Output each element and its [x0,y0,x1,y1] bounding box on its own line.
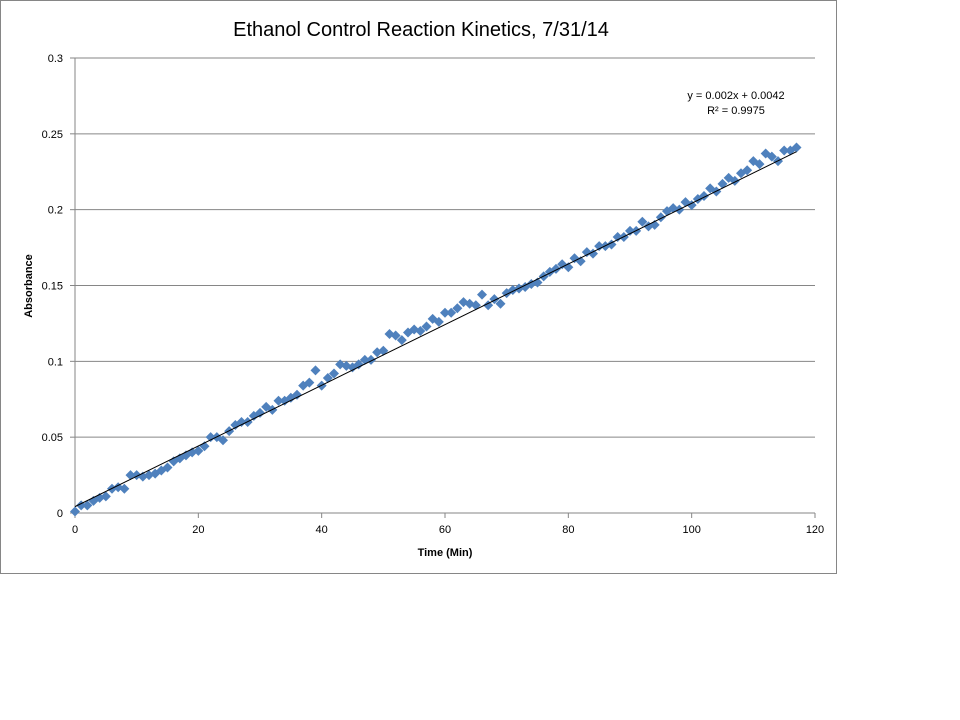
data-point [162,462,173,473]
x-tick-label: 120 [806,524,824,536]
data-point [742,165,753,176]
data-point [82,500,93,511]
data-point [446,307,457,318]
data-point [754,159,765,170]
x-tick-label: 60 [439,524,451,536]
chart-frame: Ethanol Control Reaction Kinetics, 7/31/… [0,0,837,574]
x-tick-label: 20 [192,524,204,536]
gridlines [75,57,815,438]
x-axis-ticks: 0 20 40 60 80 100 120 [72,513,824,536]
data-point [255,407,265,418]
data-point [304,377,315,388]
data-point [329,368,339,379]
data-point [717,178,728,189]
y-tick-label: 0 [57,508,63,520]
data-point [452,303,463,314]
y-tick-label: 0.15 [42,281,63,293]
data-point [779,145,790,156]
y-axis-ticks: 0 0.05 0.1 0.15 0.2 0.25 0.3 [42,53,75,520]
data-point [292,389,302,400]
y-tick-label: 0.3 [48,53,63,65]
data-point [353,359,364,370]
data-point [193,445,204,456]
data-point [70,506,80,517]
x-tick-label: 100 [682,524,700,536]
trendline-group [74,151,797,508]
data-point [396,335,407,346]
data-point [236,417,247,427]
y-tick-label: 0.05 [42,432,63,444]
data-point [594,241,605,252]
data-point [433,316,444,327]
trendline [74,151,797,508]
data-point [119,483,130,494]
data-point [248,410,259,421]
data-point [766,151,777,162]
data-point [440,307,450,318]
chart-title: Ethanol Control Reaction Kinetics, 7/31/… [233,19,609,41]
data-point [637,216,648,227]
data-point [625,225,635,236]
x-tick-label: 80 [562,524,574,536]
data-point [791,142,802,153]
trendline-r-squared: R² = 0.9975 [707,105,765,117]
y-tick-label: 0.2 [48,205,63,217]
x-tick-label: 40 [316,524,328,536]
trendline-equation: y = 0.002x + 0.0042 [687,90,784,102]
data-point [612,231,623,242]
x-tick-label: 0 [72,524,78,536]
y-tick-label: 0.1 [48,356,63,368]
x-axis-title: Time (Min) [418,547,473,559]
chart-svg: Ethanol Control Reaction Kinetics, 7/31/… [23,19,824,559]
data-point [100,491,111,502]
data-point [421,321,432,332]
data-point [310,365,321,376]
data-point [477,289,487,300]
data-point [415,326,426,336]
y-axis-title: Absorbance [23,254,35,318]
data-point [218,435,228,446]
data-point [205,432,216,443]
data-point [273,395,284,406]
data-point [495,298,506,309]
y-tick-label: 0.25 [42,129,63,141]
data-point [390,330,401,341]
